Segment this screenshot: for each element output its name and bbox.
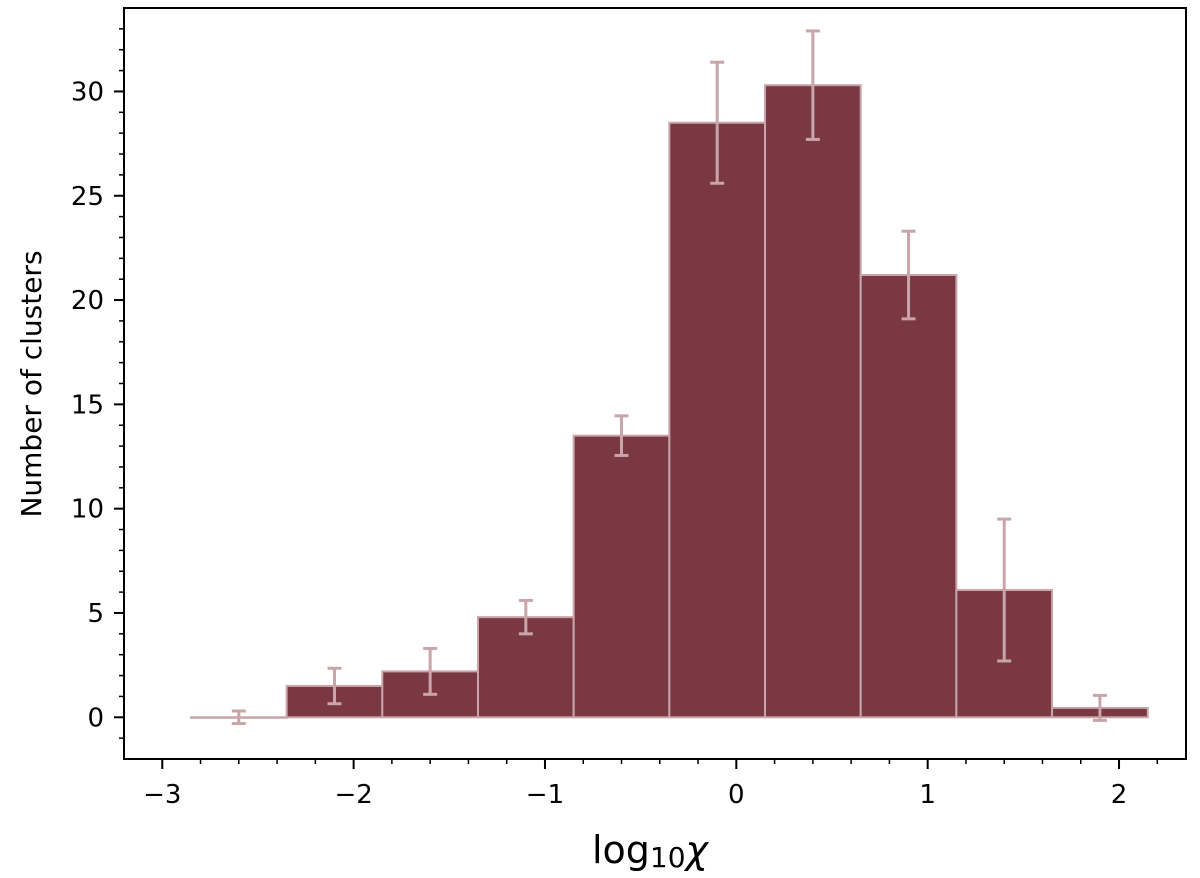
error-bar <box>710 60 725 185</box>
y-axis-label: Number of clusters <box>15 250 48 517</box>
x-tick-label: 2 <box>1111 780 1128 810</box>
x-axis-label-subscript: 10 <box>650 841 686 874</box>
histogram-bar <box>572 434 671 719</box>
error-bar <box>423 646 438 696</box>
y-tick-label: 0 <box>87 703 104 733</box>
x-tick-label: 0 <box>728 780 745 810</box>
error-bar <box>327 666 342 706</box>
histogram-bar <box>668 121 767 719</box>
error-bar <box>997 517 1012 663</box>
error-bar <box>1092 693 1107 722</box>
x-tick-label: −1 <box>526 780 564 810</box>
y-tick-label: 30 <box>71 77 104 107</box>
y-tick-label: 15 <box>71 390 104 420</box>
errorbars-group <box>231 29 1107 726</box>
y-tick-label: 25 <box>71 182 104 212</box>
error-bar <box>614 414 629 457</box>
histogram-bar <box>764 84 862 719</box>
y-tick-label: 5 <box>87 599 104 629</box>
x-axis-label-variable: χ <box>684 828 710 872</box>
y-tick-label: 10 <box>71 495 104 525</box>
error-bar <box>231 709 246 726</box>
x-tick-label: −3 <box>143 780 181 810</box>
x-axis-label-main: log <box>592 828 650 872</box>
error-bar <box>901 229 916 321</box>
error-bar <box>805 29 820 141</box>
histogram-bar <box>859 274 958 719</box>
x-tick-label: 1 <box>919 780 936 810</box>
x-tick-label: −2 <box>334 780 372 810</box>
y-tick-label: 20 <box>71 286 104 316</box>
y-axis-ticks: 0 5 10 15 20 25 30 <box>71 28 124 739</box>
error-bar <box>518 598 533 636</box>
x-axis-ticks: −3 −2 −1 0 1 2 <box>143 759 1159 810</box>
x-axis-label: log10χ <box>592 828 710 874</box>
